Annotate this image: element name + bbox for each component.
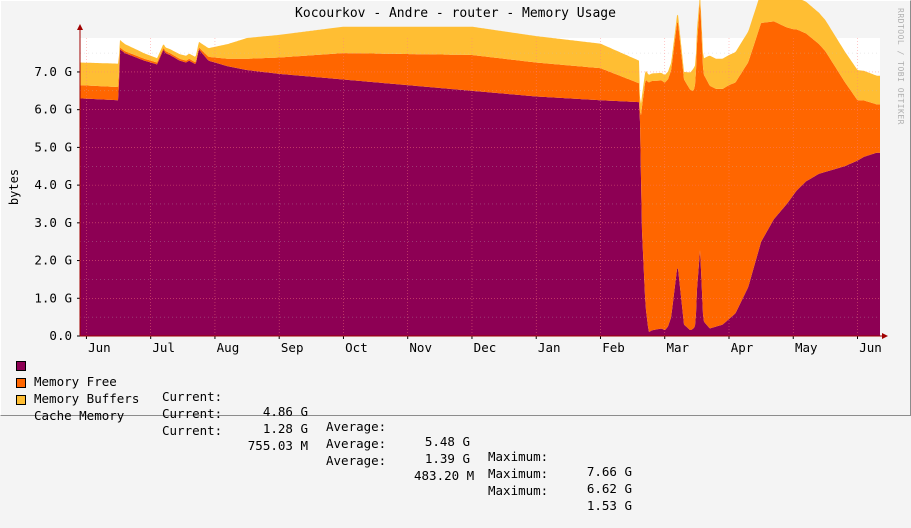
legend-average: 1.39 G (424, 451, 470, 466)
x-tick-label: Jun (88, 340, 111, 355)
y-tick-label: 1.0 G (34, 290, 72, 305)
x-tick-label: Feb (602, 340, 625, 355)
legend-maximum-label: Maximum: (488, 466, 549, 481)
legend-average-label: Average: (326, 419, 387, 434)
chart-svg: 0.0 1.0 G 2.0 G 3.0 G 4.0 G 5.0 G 6.0 G 7.0 G Ju… (34, 0, 888, 355)
x-tick-label: May (795, 340, 818, 355)
legend-current: 755.03 M (247, 438, 308, 453)
series-area-0 (80, 49, 880, 337)
x-tick-label: Oct (345, 340, 368, 355)
legend-maximum-label: Maximum: (488, 449, 549, 464)
legend-current-label: Current: (162, 389, 223, 404)
x-tick-label: Aug (217, 340, 240, 355)
y-tick-label: 0.0 (49, 328, 72, 343)
y-tick-label: 2.0 G (34, 253, 72, 268)
y-axis-arrow (77, 24, 83, 30)
legend-maximum-label: Maximum: (488, 483, 549, 498)
x-tick-label: Mar (666, 340, 689, 355)
legend-current-label: Current: (162, 423, 223, 438)
legend-swatch-cache (16, 395, 26, 405)
chart-title: Kocourkov - Andre - router - Memory Usag… (295, 6, 616, 21)
y-tick-label: 7.0 G (34, 64, 72, 79)
legend-maximum: 1.53 G (586, 498, 632, 513)
legend-current: 1.28 G (262, 421, 308, 436)
x-tick-label: Dec (474, 340, 497, 355)
y-tick-label: 6.0 G (34, 102, 72, 117)
x-tick-label: Apr (731, 340, 754, 355)
legend-swatch-free (16, 361, 26, 371)
legend-name: Memory Free (34, 374, 117, 389)
legend-current: 4.86 G (262, 404, 308, 419)
x-axis-arrow (882, 333, 888, 339)
series-area-2 (80, 0, 880, 115)
x-tick-label: Jul (152, 340, 175, 355)
y-tick-label: 3.0 G (34, 215, 72, 230)
legend-average: 5.48 G (424, 434, 470, 449)
legend-current-label: Current: (162, 406, 223, 421)
x-tick-label: Nov (409, 340, 432, 355)
legend-average-label: Average: (326, 453, 387, 468)
y-tick-label: 5.0 G (34, 139, 72, 154)
x-tick-label: Jun (859, 340, 882, 355)
x-tick-label: Jan (538, 340, 561, 355)
legend-name: Memory Buffers (34, 391, 140, 406)
legend-maximum: 7.66 G (586, 464, 632, 479)
x-tick-label: Sep (281, 340, 304, 355)
legend-swatch-buffers (16, 378, 26, 388)
series-area-1 (80, 1, 880, 333)
legend-average: 483.20 M (414, 468, 475, 483)
legend-average-label: Average: (326, 436, 387, 451)
legend-row-cache: Cache Memory Current: 755.03 M Average: … (16, 393, 632, 513)
y-tick-label: 4.0 G (34, 177, 72, 192)
legend-maximum: 6.62 G (586, 481, 632, 496)
